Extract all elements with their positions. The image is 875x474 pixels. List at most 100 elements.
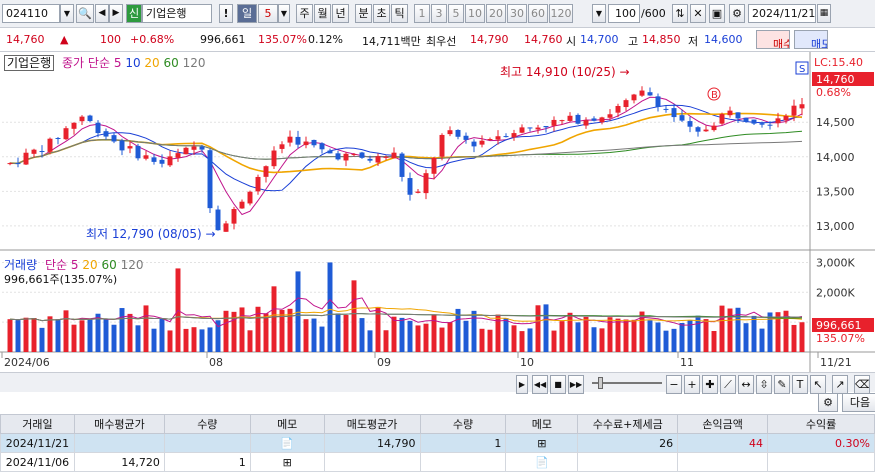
zoom-out-icon[interactable]: −	[666, 375, 682, 394]
vma60-label[interactable]: 60	[101, 258, 117, 272]
search-icon[interactable]: 🔍	[76, 4, 94, 23]
zoom-slider-thumb[interactable]	[598, 377, 603, 389]
col-return[interactable]: 수익률	[767, 414, 875, 434]
scroll-right-icon[interactable]: ▶	[516, 375, 528, 394]
memo-icon[interactable]: 📄	[249, 433, 325, 453]
volume-legend-name[interactable]: 거래량	[4, 258, 38, 272]
next-stock-icon[interactable]: ▶	[109, 4, 123, 23]
text-tool-icon[interactable]: T	[792, 375, 808, 394]
price-legend-close[interactable]: 종가	[62, 56, 85, 70]
memo-add-icon[interactable]: ⊞	[505, 433, 579, 453]
best-quote-label: 최우선	[426, 35, 457, 48]
col-trade-date[interactable]: 거래일	[0, 414, 75, 434]
volume-ratio: 135.07%	[258, 33, 307, 46]
period-week-button[interactable]: 주	[296, 4, 313, 23]
candle-body	[591, 118, 597, 121]
period-month-button[interactable]: 월	[314, 4, 331, 23]
credit-badge-label: 신	[128, 7, 140, 20]
buy-button[interactable]: 매수	[756, 30, 790, 49]
price-tag: 14,760	[816, 73, 855, 86]
sell-button[interactable]: 매도	[794, 30, 828, 49]
col-sell-memo[interactable]: 메모	[505, 414, 579, 434]
col-sell-avg[interactable]: 매도평균가	[323, 414, 421, 434]
candle-body	[303, 141, 309, 146]
period-day-button[interactable]: 일	[237, 4, 257, 23]
period-tool-icon[interactable]: ↔	[738, 375, 754, 394]
period-n-select[interactable]: 5	[258, 4, 278, 23]
tick-option-1[interactable]: 1	[414, 4, 430, 23]
volume-bar	[543, 304, 549, 352]
chart-canvas[interactable]: 13,00013,50014,00014,5001,000K2,000K3,00…	[0, 52, 875, 392]
low-price: 14,600	[704, 33, 743, 46]
next-button[interactable]: 다음	[842, 393, 875, 412]
candle-body	[119, 140, 125, 151]
trend-line-icon[interactable]: ⟋	[720, 375, 736, 394]
candle-body	[415, 191, 421, 193]
fast-forward-icon[interactable]: ▶▶	[568, 375, 584, 394]
col-buy-memo[interactable]: 메모	[249, 414, 325, 434]
volume-bar	[423, 323, 429, 352]
crosshair-icon[interactable]: ✚	[702, 375, 718, 394]
settings-gear-icon[interactable]: ⚙	[818, 393, 838, 412]
period-year-button[interactable]: 년	[332, 4, 349, 23]
price-legend-ma[interactable]: 단순	[87, 56, 111, 70]
tick-option-30[interactable]: 30	[507, 4, 527, 23]
ma10-label[interactable]: 10	[125, 56, 141, 70]
save-icon[interactable]: ▣	[709, 4, 725, 23]
ma5-label[interactable]: 5	[113, 56, 122, 70]
tick-option-10[interactable]: 10	[465, 4, 485, 23]
options-dropdown[interactable]: ▼	[592, 4, 606, 23]
volume-bar	[255, 306, 261, 352]
volume-bar	[311, 318, 317, 352]
memo-icon[interactable]: 📄	[505, 452, 579, 472]
ma20-label[interactable]: 20	[144, 56, 160, 70]
vma20-label[interactable]: 20	[82, 258, 98, 272]
volume-legend-ma[interactable]: 단순	[44, 258, 68, 272]
col-fee[interactable]: 수수료+제세금	[577, 414, 679, 434]
ma120-label[interactable]: 120	[182, 56, 206, 70]
col-sell-qty[interactable]: 수량	[419, 414, 507, 434]
table-row[interactable]: 2024/11/06 14,720 1 ⊞ 📄	[0, 452, 875, 472]
calendar-icon[interactable]: ▦	[817, 4, 831, 23]
gear-icon[interactable]: ⚙	[729, 4, 745, 23]
cell-buy-qty: 1	[163, 452, 251, 472]
compare-icon[interactable]: ✕	[690, 4, 706, 23]
stock-code-input[interactable]: 024110	[2, 4, 60, 23]
cell-return	[767, 452, 875, 472]
period-min-button[interactable]: 분	[355, 4, 372, 23]
col-buy-avg[interactable]: 매수평균가	[73, 414, 165, 434]
price-legend-name[interactable]: 기업은행	[4, 55, 55, 71]
alert-button[interactable]: !	[219, 4, 233, 23]
rewind-icon[interactable]: ◀◀	[532, 375, 548, 394]
tick-option-5[interactable]: 5	[448, 4, 464, 23]
zoom-in-icon[interactable]: +	[684, 375, 700, 394]
count-input[interactable]: 100	[608, 4, 640, 23]
period-sec-button[interactable]: 초	[373, 4, 390, 23]
stop-icon[interactable]: ■	[550, 375, 566, 394]
code-dropdown-arrow[interactable]: ▼	[60, 4, 74, 23]
vma5-label[interactable]: 5	[70, 258, 79, 272]
measure-icon[interactable]: ⇳	[756, 375, 772, 394]
volume-bar	[743, 323, 749, 352]
indicator-icon[interactable]: ⇅	[672, 4, 688, 23]
period-tick-button[interactable]: 틱	[391, 4, 408, 23]
tick-option-60[interactable]: 60	[528, 4, 548, 23]
vma120-label[interactable]: 120	[120, 258, 144, 272]
buy-button-label: 매수	[773, 38, 789, 49]
tick-option-3[interactable]: 3	[431, 4, 447, 23]
memo-add-icon[interactable]: ⊞	[249, 452, 325, 472]
col-pnl[interactable]: 손익금액	[677, 414, 769, 434]
period-n-dropdown[interactable]: ▼	[278, 4, 290, 23]
tick-option-20[interactable]: 20	[486, 4, 506, 23]
drawing-icon[interactable]: ✎	[774, 375, 790, 394]
arrow-tool-icon[interactable]: ↗	[832, 375, 848, 394]
col-buy-qty[interactable]: 수량	[163, 414, 251, 434]
stock-chart[interactable]: 13,00013,50014,00014,5001,000K2,000K3,00…	[0, 52, 875, 372]
tick-option-120[interactable]: 120	[549, 4, 573, 23]
table-row[interactable]: 2024/11/21 📄 14,790 1 ⊞ 26 44 0.30%	[0, 433, 875, 453]
ma60-label[interactable]: 60	[163, 56, 179, 70]
zoom-slider[interactable]	[592, 382, 662, 384]
stock-name-field[interactable]: 기업은행	[142, 4, 212, 23]
prev-stock-icon[interactable]: ◀	[95, 4, 109, 23]
date-input[interactable]: 2024/11/21	[748, 4, 816, 23]
